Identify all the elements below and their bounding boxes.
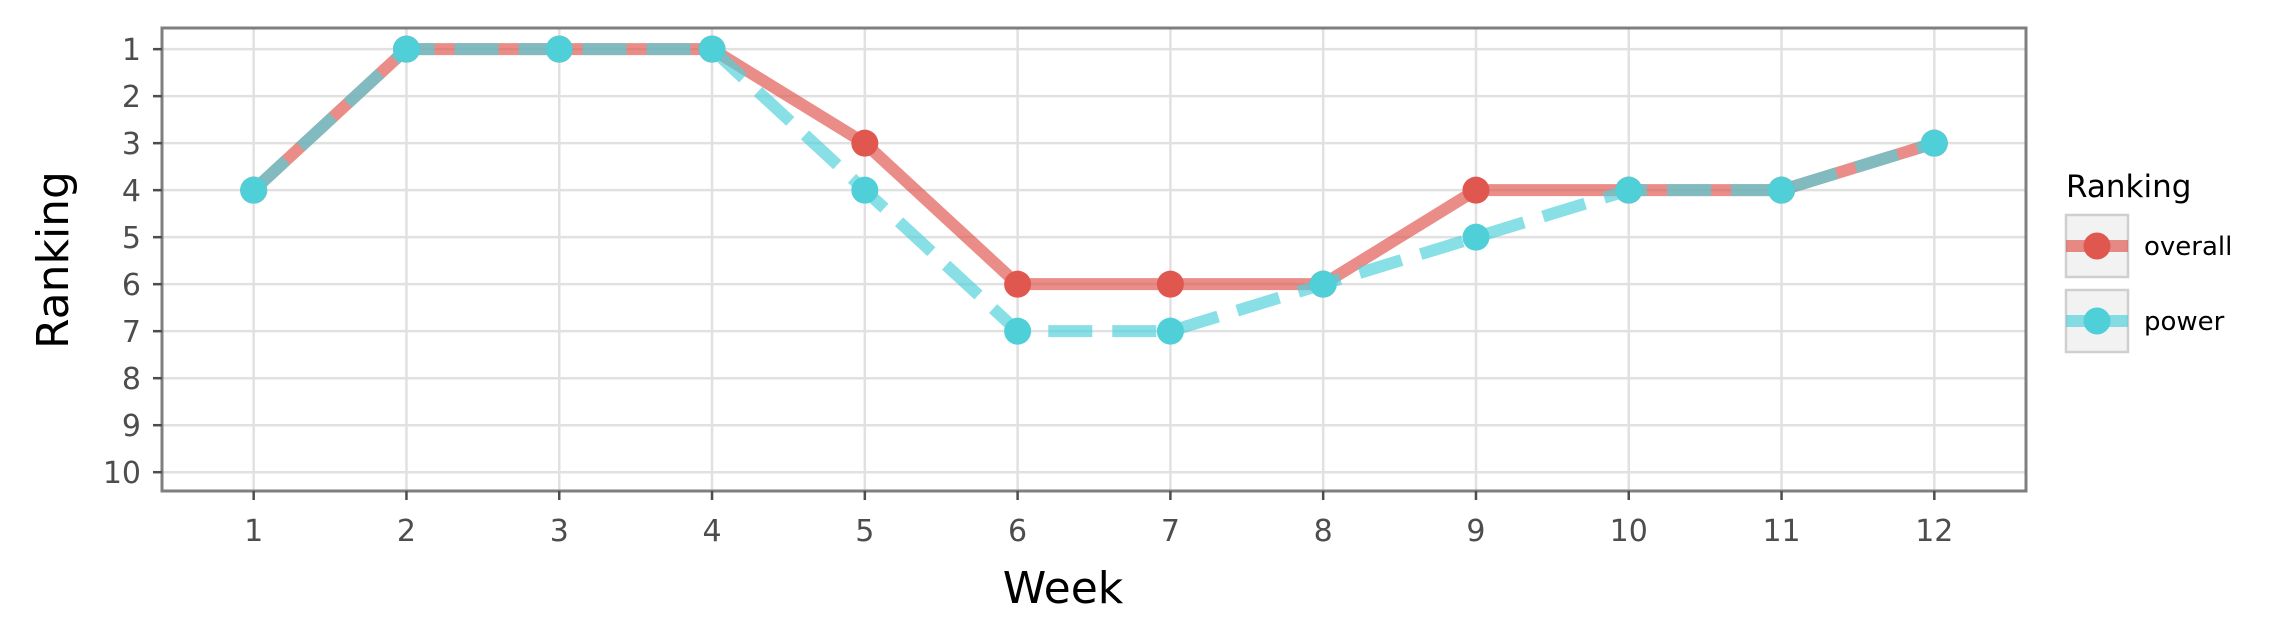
- overall-point: [1156, 270, 1184, 298]
- overall-point: [1462, 176, 1490, 204]
- y-tick-label: 1: [122, 33, 141, 68]
- x-tick-label: 5: [855, 514, 874, 549]
- y-tick-label: 6: [122, 268, 141, 303]
- power-point: [240, 176, 268, 204]
- x-tick-label: 8: [1314, 514, 1333, 549]
- legend-label-overall: overall: [2144, 232, 2232, 262]
- power-point: [698, 35, 726, 63]
- y-tick-label: 2: [122, 80, 141, 115]
- power-point: [1920, 129, 1948, 157]
- x-tick-label: 10: [1610, 514, 1648, 549]
- power-line: [249, 43, 1937, 338]
- plot-border: [160, 26, 2028, 493]
- legend-item-power: power: [2064, 288, 2225, 354]
- y-tick-label: 10: [103, 456, 141, 491]
- power-point: [545, 35, 573, 63]
- y-tick-label: 4: [122, 174, 141, 209]
- series-power: [240, 35, 1948, 345]
- x-tick-label: 2: [397, 514, 416, 549]
- power-point: [1156, 317, 1184, 345]
- y-tick-label: 5: [122, 221, 141, 256]
- x-axis-title: Week: [1003, 563, 1124, 614]
- y-tick-label: 3: [122, 127, 141, 162]
- x-tick-labels: 1 2 3 4 5 6 7 8 9 10 11 12: [244, 514, 1953, 549]
- y-tick-label: 8: [122, 362, 141, 397]
- y-tick-label: 7: [122, 315, 141, 350]
- power-point: [1768, 176, 1796, 204]
- power-point: [392, 35, 420, 63]
- power-point: [1309, 270, 1337, 298]
- plot-panel: [162, 28, 2026, 491]
- axis-ticks: [153, 47, 1936, 500]
- power-point: [851, 176, 879, 204]
- legend-item-overall: overall: [2064, 213, 2232, 279]
- legend-label-power: power: [2144, 307, 2225, 337]
- power-point: [1462, 223, 1490, 251]
- x-tick-label: 6: [1008, 514, 1027, 549]
- x-tick-label: 11: [1762, 514, 1800, 549]
- data-series: [240, 35, 1948, 345]
- x-tick-label: 9: [1466, 514, 1485, 549]
- overall-point: [851, 129, 879, 157]
- legend-title: Ranking: [2066, 169, 2191, 205]
- y-tick-label: 9: [122, 409, 141, 444]
- x-tick-label: 3: [550, 514, 569, 549]
- legend: Ranking overall power: [2064, 169, 2232, 354]
- legend-key-point: [2083, 232, 2111, 260]
- power-point: [1004, 317, 1032, 345]
- legend-keys: overall power: [2064, 213, 2232, 354]
- x-tick-label: 12: [1915, 514, 1953, 549]
- legend-key-point: [2083, 307, 2111, 335]
- y-tick-labels: 1 2 3 4 5 6 7 8 9 10: [103, 33, 141, 491]
- x-tick-label: 7: [1161, 514, 1180, 549]
- power-point: [1615, 176, 1643, 204]
- y-axis-title: Ranking: [28, 171, 79, 349]
- x-tick-label: 1: [244, 514, 263, 549]
- overall-point: [1004, 270, 1032, 298]
- x-tick-label: 4: [702, 514, 721, 549]
